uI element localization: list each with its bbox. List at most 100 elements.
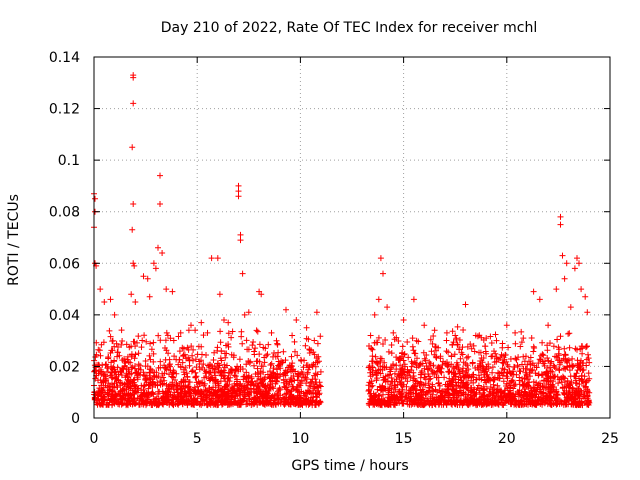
data-point	[221, 317, 227, 323]
data-points	[91, 72, 591, 365]
data-point	[130, 201, 137, 207]
data-point	[111, 311, 118, 318]
data-point	[493, 337, 500, 344]
data-point	[462, 301, 469, 308]
dense-point-cloud	[91, 323, 593, 409]
data-point	[146, 293, 153, 300]
data-point	[237, 231, 244, 238]
data-point	[241, 311, 248, 318]
data-point	[177, 329, 184, 336]
data-point	[313, 309, 320, 316]
data-point	[107, 296, 114, 303]
data-point	[503, 322, 510, 329]
y-tick-label: 0	[71, 411, 80, 427]
data-point	[536, 296, 543, 303]
y-tick-label: 0.02	[49, 359, 80, 375]
data-point	[530, 288, 537, 295]
dense-data-band	[91, 323, 593, 409]
x-tick-labels: 0 5 10 15 20 25	[90, 431, 619, 447]
data-point	[150, 260, 157, 267]
y-tick-label: 0.04	[49, 308, 80, 324]
data-point	[144, 275, 151, 282]
data-point	[410, 296, 417, 303]
data-point	[483, 335, 490, 342]
data-point	[245, 309, 252, 316]
data-point	[578, 286, 585, 293]
data-point	[163, 286, 170, 293]
data-point	[128, 291, 135, 298]
data-point	[169, 288, 176, 295]
x-tick-label: 15	[395, 431, 413, 447]
data-point	[293, 317, 300, 323]
x-tick-label: 5	[193, 431, 202, 447]
data-point	[377, 255, 384, 262]
data-point	[237, 237, 244, 244]
x-axis-label: GPS time / hours	[291, 458, 408, 474]
data-point	[375, 296, 382, 303]
grid-lines	[94, 57, 610, 418]
data-point	[208, 255, 215, 262]
data-point	[400, 317, 407, 323]
y-tick-label: 0.14	[49, 50, 80, 66]
x-tick-label: 0	[90, 431, 99, 447]
data-point	[204, 329, 211, 336]
plot-frame	[93, 56, 611, 419]
data-point	[431, 327, 438, 334]
x-tick-label: 20	[498, 431, 516, 447]
data-point	[472, 332, 479, 339]
y-tick-label: 0.12	[49, 102, 80, 118]
y-tick-label: 0.08	[49, 205, 80, 221]
data-point	[283, 306, 289, 313]
data-point	[303, 324, 310, 331]
data-point	[130, 100, 137, 107]
data-point	[574, 255, 580, 262]
data-point	[258, 291, 265, 298]
data-point	[225, 319, 232, 326]
data-point	[97, 286, 104, 293]
data-point	[584, 309, 591, 316]
data-point	[557, 213, 564, 220]
data-point	[140, 273, 147, 280]
data-point	[235, 193, 242, 200]
data-point	[130, 74, 137, 81]
data-point	[571, 265, 578, 272]
data-point	[188, 322, 194, 329]
data-point	[557, 221, 564, 228]
data-point	[561, 275, 568, 282]
data-point	[421, 322, 428, 329]
data-point	[545, 322, 552, 329]
y-tick-label: 0.1	[58, 153, 80, 169]
data-point	[512, 329, 519, 336]
data-point	[553, 286, 560, 293]
data-point	[129, 144, 136, 151]
data-point	[289, 332, 296, 339]
data-point	[239, 270, 246, 277]
data-point	[576, 260, 582, 267]
data-point	[132, 299, 139, 305]
data-point	[371, 311, 378, 318]
data-point	[452, 332, 459, 339]
data-point	[92, 195, 98, 202]
data-point	[157, 201, 163, 207]
data-point	[152, 265, 159, 272]
data-point	[159, 250, 166, 256]
y-tick-label: 0.06	[49, 256, 80, 272]
data-point	[235, 188, 242, 195]
x-tick-label: 25	[601, 431, 619, 447]
data-point	[567, 304, 574, 311]
data-point	[101, 299, 108, 305]
data-point	[582, 293, 589, 300]
axis-ticks	[93, 56, 611, 419]
data-point	[380, 270, 386, 277]
x-tick-label: 10	[291, 431, 309, 447]
data-point	[367, 332, 374, 339]
data-point	[155, 244, 161, 251]
data-point	[520, 335, 527, 342]
data-point	[384, 304, 391, 311]
data-point	[157, 172, 163, 179]
chart-title: Day 210 of 2022, Rate Of TEC Index for r…	[161, 20, 537, 36]
data-point	[185, 327, 192, 334]
data-point	[130, 260, 137, 267]
data-point	[268, 329, 275, 336]
data-point	[563, 260, 570, 267]
